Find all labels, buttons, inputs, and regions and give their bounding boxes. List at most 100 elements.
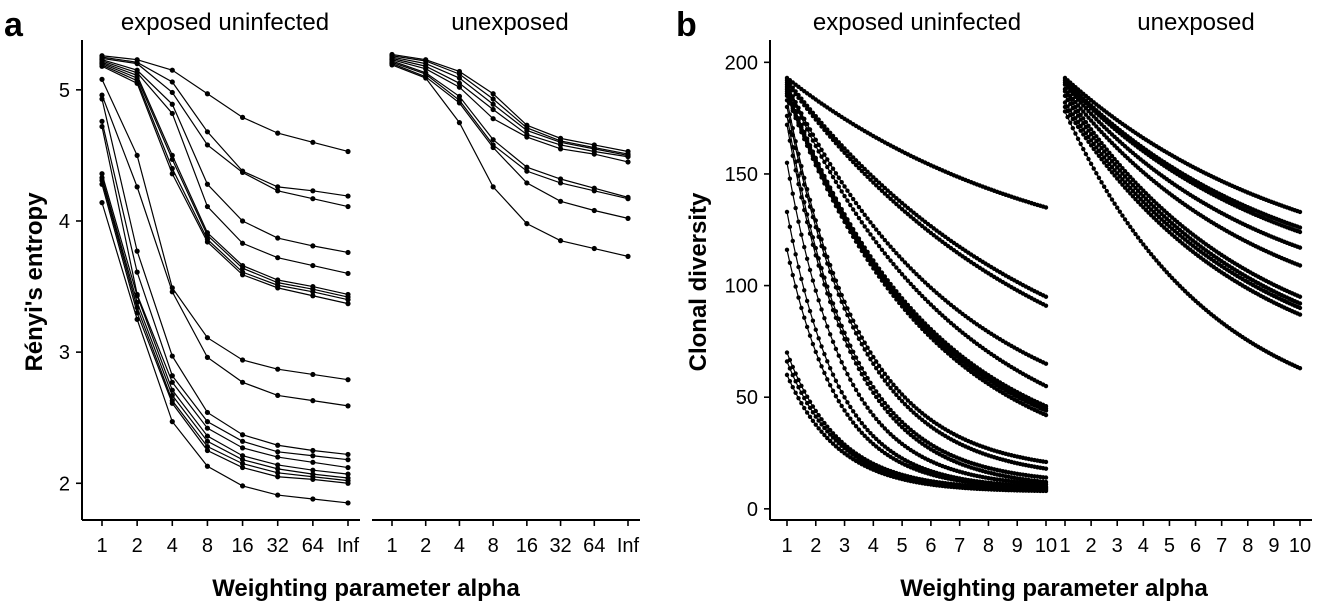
panel-b-data-point (862, 433, 867, 439)
panel-b-data-point (862, 212, 867, 218)
panel-b-data-point (784, 93, 790, 99)
panel-b-data-point (1081, 132, 1086, 137)
panel-b-data-point (876, 243, 882, 249)
panel-b-data-point (816, 169, 821, 174)
panel-b-data-point (879, 402, 885, 407)
panel-b-data-point (905, 425, 911, 430)
panel-b-data-point (897, 300, 902, 306)
panel-b-data-point (790, 238, 795, 244)
panel-b-data-point (882, 378, 888, 383)
panel-b-data-point (856, 336, 862, 342)
panel-a-data-point (275, 392, 281, 399)
panel-b-data-point (879, 247, 885, 252)
panel-b-data-point (905, 404, 911, 410)
panel-b-data-point (1083, 106, 1089, 111)
panel-b-data-point (825, 429, 830, 434)
panel-b-data-point (928, 285, 934, 290)
panel-b-data-point (882, 251, 888, 256)
panel-b-data-point (940, 295, 945, 301)
panel-b-data-point (891, 434, 896, 439)
panel-b-data-point (790, 191, 795, 196)
panel-a-data-point (275, 235, 281, 241)
panel-b-data-point (819, 344, 824, 349)
panel-b-data-point (922, 296, 928, 302)
panel-b-data-point (902, 203, 908, 208)
panel-b-data-point (810, 418, 816, 424)
panel-b-data-point (799, 305, 804, 311)
panel-b-data-point (1043, 361, 1049, 366)
panel-a-data-point (345, 301, 351, 307)
panel-a-data-point (524, 221, 530, 227)
panel-a-data-point (345, 403, 351, 409)
panel-b-data-point (908, 266, 913, 271)
panel-b-data-point (1135, 188, 1141, 193)
panel-a-series-line (101, 98, 349, 456)
panel-b-data-point (879, 183, 885, 188)
panel-b-data-point (845, 188, 850, 193)
panel-b-data-point (1043, 294, 1049, 299)
panel-b-y-tick-label: 150 (725, 164, 758, 186)
panel-a-series-line (101, 59, 349, 254)
panel-a-data-point (169, 89, 175, 96)
panel-b-data-point (885, 194, 890, 199)
panel-b-data-point (1086, 139, 1091, 144)
panel-a-data-point (169, 171, 175, 177)
panel-b-data-point (784, 372, 790, 378)
panel-b-data-point (813, 422, 818, 427)
panel-b-data-point (836, 175, 841, 180)
panel-b-facet0-x-tick-label: 1 (781, 535, 792, 557)
panel-a-series-line (101, 79, 349, 381)
panel-b-data-point (1088, 143, 1094, 148)
panel-b-data-point (799, 232, 804, 237)
panel-a-data-point (557, 176, 564, 182)
panel-b-data-point (1135, 199, 1141, 205)
panel-b-data-point (925, 332, 931, 337)
panel-b-data-point (1297, 301, 1303, 306)
panel-b-data-point (787, 379, 793, 384)
panel-b-data-point (810, 214, 816, 220)
panel-a-letter: a (4, 6, 24, 44)
panel-a-data-point (239, 445, 246, 451)
panel-a-data-point (169, 373, 175, 379)
panel-b-data-point (850, 355, 856, 360)
panel-b-data-point (819, 273, 824, 278)
panel-b-data-point (845, 371, 850, 377)
panel-a-facet-label-exposed-uninfected: exposed uninfected (121, 9, 329, 36)
panel-b-data-point (902, 395, 908, 400)
panel-b-data-point (822, 181, 827, 186)
panel-b-data-point (839, 403, 844, 409)
panel-b-data-point (1104, 135, 1109, 140)
panel-b-data-point (804, 193, 810, 199)
panel-a-facet1-x-tick-label: 4 (454, 535, 465, 557)
panel-b-data-point (891, 382, 896, 387)
panel-a-data-point (345, 193, 351, 199)
panel-b-data-point (1081, 146, 1086, 152)
panel-a-facet0-x-tick-label: 32 (267, 535, 289, 557)
panel-b-data-point (790, 384, 795, 390)
panel-b-data-point (891, 199, 896, 204)
panel-a-data-point (345, 377, 351, 383)
panel-a-data-point (557, 238, 564, 244)
panel-a-facet1-x-tick-label: 8 (488, 535, 499, 557)
panel-b-data-point (825, 291, 830, 296)
panel-b-data-point (822, 370, 827, 376)
panel-a-data-point (345, 471, 351, 477)
panel-b-data-point (871, 413, 876, 418)
panel-b-data-point (885, 409, 890, 415)
panel-b-data-point (879, 367, 885, 373)
panel-b-data-point (897, 389, 902, 394)
panel-a-data-point (310, 496, 316, 502)
panel-b-data-point (822, 351, 827, 357)
panel-b-facet1-x-tick-label: 7 (1216, 535, 1227, 557)
panel-a-data-point (310, 196, 316, 202)
panel-b-data-point (819, 429, 824, 434)
panel-b-y-tick-label: 0 (747, 499, 758, 521)
panel-b-data-point (1146, 248, 1151, 254)
panel-b-data-point (833, 378, 839, 384)
panel-b-data-point (1091, 135, 1096, 140)
panel-b-data-point (905, 211, 911, 217)
panel-b-data-point (1297, 209, 1303, 215)
panel-b-data-point (825, 359, 830, 364)
panel-b-data-point (819, 364, 824, 369)
panel-b-data-point (1122, 174, 1128, 179)
